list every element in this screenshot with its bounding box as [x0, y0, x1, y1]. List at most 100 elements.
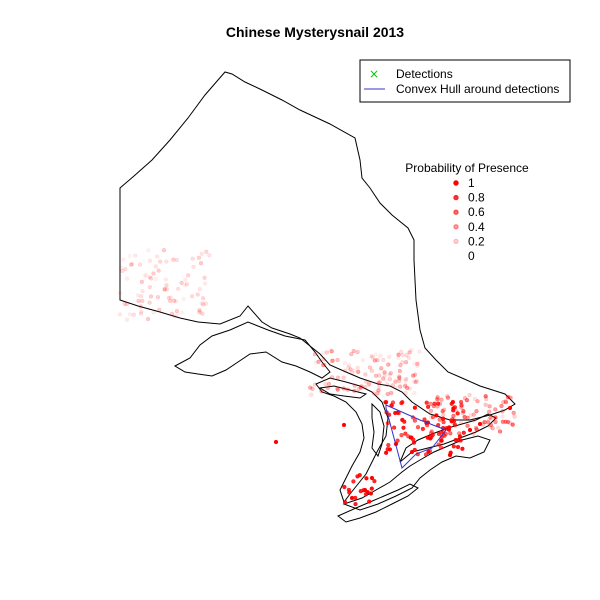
presence-point: [468, 428, 472, 432]
presence-point: [128, 312, 132, 316]
presence-point: [201, 303, 205, 307]
presence-point: [201, 296, 205, 300]
presence-point: [172, 299, 176, 303]
presence-point: [129, 263, 133, 267]
presence-point: [386, 383, 390, 387]
presence-point: [343, 369, 347, 373]
presence-point: [383, 374, 387, 378]
presence-point: [404, 391, 408, 395]
presence-point: [336, 388, 340, 392]
presence-point: [359, 386, 363, 390]
presence-point: [436, 402, 440, 406]
presence-point: [149, 277, 153, 281]
presence-point: [343, 361, 347, 365]
presence-point: [309, 393, 313, 397]
presence-point: [118, 313, 122, 317]
presence-point: [393, 411, 397, 415]
presence-point: [353, 369, 357, 373]
presence-point: [156, 295, 160, 299]
probability-legend-items: 10.80.60.40.20: [454, 176, 485, 263]
presence-point: [461, 447, 465, 451]
presence-point: [379, 354, 383, 358]
presence-point: [387, 355, 391, 359]
presence-point: [478, 422, 482, 426]
presence-point: [164, 278, 168, 282]
presence-point: [136, 299, 140, 303]
presence-point: [441, 409, 445, 413]
presence-point: [365, 476, 369, 480]
presence-point: [501, 409, 505, 413]
presence-point: [356, 475, 360, 479]
presence-point: [164, 260, 168, 264]
presence-point: [428, 437, 432, 441]
presence-point: [313, 352, 317, 356]
presence-point: [374, 353, 378, 357]
presence-point: [448, 432, 452, 436]
presence-point: [342, 376, 346, 380]
presence-point: [452, 407, 456, 411]
presence-point: [321, 376, 325, 380]
presence-point: [435, 397, 439, 401]
presence-point: [498, 430, 502, 434]
presence-point: [336, 358, 340, 362]
presence-point: [473, 397, 477, 401]
presence-point: [173, 314, 177, 318]
presence-point: [452, 414, 456, 418]
presence-point: [370, 476, 374, 480]
presence-point: [483, 420, 487, 424]
probability-legend-label: 0.8: [468, 191, 485, 205]
presence-point: [429, 409, 433, 413]
presence-point: [352, 480, 356, 484]
probability-legend-label: 0.6: [468, 205, 485, 219]
presence-point: [125, 318, 129, 322]
presence-point: [404, 360, 408, 364]
presence-point: [349, 368, 353, 372]
presence-point: [125, 302, 129, 306]
presence-points: [118, 248, 516, 506]
province-boundary: [120, 72, 515, 420]
presence-point: [157, 308, 161, 312]
presence-point: [452, 445, 456, 449]
presence-point: [460, 404, 464, 408]
bruce-peninsula: [372, 404, 384, 456]
map-title: Chinese Mysterysnail 2013: [226, 24, 404, 40]
presence-point: [152, 311, 156, 315]
presence-point: [472, 413, 476, 417]
presence-point: [158, 260, 162, 264]
presence-point: [486, 420, 490, 424]
presence-point: [462, 409, 466, 413]
presence-point: [327, 382, 331, 386]
presence-point: [508, 396, 512, 400]
presence-point: [148, 259, 152, 263]
presence-point: [400, 433, 404, 437]
presence-point: [484, 394, 488, 398]
presence-point: [463, 396, 467, 400]
presence-point: [411, 374, 415, 378]
presence-point: [394, 386, 398, 390]
presence-point: [155, 255, 159, 259]
presence-point: [149, 295, 153, 299]
ontario-outline: [120, 72, 515, 522]
presence-point: [330, 349, 334, 353]
presence-point: [172, 258, 176, 262]
probability-legend-title: Probability of Presence: [405, 161, 529, 175]
presence-point: [401, 360, 405, 364]
probability-legend-marker: [454, 239, 458, 243]
presence-point: [400, 418, 404, 422]
presence-point: [501, 420, 505, 424]
presence-point: [440, 439, 444, 443]
presence-point: [140, 280, 144, 284]
probability-legend-marker: [454, 254, 458, 258]
presence-point: [168, 299, 172, 303]
presence-point: [439, 446, 443, 450]
presence-point: [403, 385, 407, 389]
presence-point: [402, 426, 406, 430]
presence-point: [441, 413, 445, 417]
presence-point: [139, 294, 143, 298]
lake-superior-shore: [175, 322, 330, 378]
presence-point: [361, 358, 365, 362]
presence-point: [367, 500, 371, 504]
presence-point: [208, 253, 212, 257]
presence-point: [139, 305, 143, 309]
